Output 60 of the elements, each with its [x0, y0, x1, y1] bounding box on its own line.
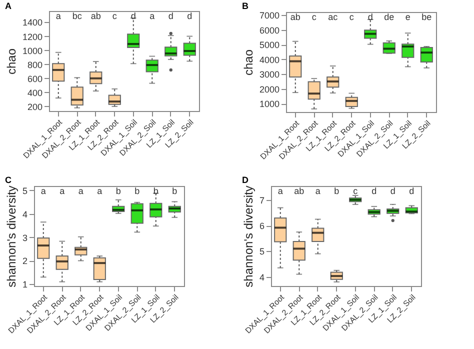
annotation: a: [56, 11, 61, 21]
annotation: d: [168, 11, 174, 21]
annotation: e: [405, 12, 410, 22]
y-tick-label: 5000: [259, 40, 280, 50]
annotation: bc: [72, 11, 82, 21]
annotation: a: [278, 186, 283, 196]
y-tick-label: 800: [27, 60, 42, 70]
y-tick-label: 1000: [259, 99, 280, 110]
y-tick-label: 5: [259, 246, 264, 257]
y-axis-title: chao: [241, 49, 256, 76]
annotation: ab: [90, 11, 101, 21]
y-tick-label: 2: [22, 256, 28, 266]
chart-title: D: [242, 175, 249, 186]
annotation: c: [353, 186, 358, 196]
y-tick-label: 1200: [22, 32, 42, 42]
annotation: b: [116, 186, 121, 196]
annotation: c: [349, 12, 354, 22]
annotation: a: [78, 186, 84, 196]
y-axis-title: shannon's diversity: [241, 186, 256, 288]
y-tick-label: 6: [259, 221, 264, 232]
y-tick-label: 7000: [259, 10, 280, 21]
annotation: d: [187, 11, 192, 21]
y-tick-label: 200: [27, 102, 42, 112]
annotation: d: [409, 186, 414, 196]
y-tick-label: 4: [259, 272, 264, 282]
annotation: b: [172, 186, 178, 196]
y-tick-label: 400: [27, 88, 42, 98]
annotation: de: [384, 12, 394, 22]
y-tick-label: 5: [22, 186, 28, 196]
annotation: ab: [294, 186, 304, 196]
y-axis-title: shannon's diversity: [4, 186, 18, 288]
annotation: a: [97, 186, 102, 196]
y-tick-label: 4000: [259, 54, 280, 65]
y-tick-label: 2000: [259, 84, 280, 94]
annotation: c: [112, 11, 118, 21]
y-tick-label: 1000: [22, 46, 42, 56]
y-tick-label: 1: [22, 280, 28, 290]
annotation: b: [334, 186, 340, 196]
annotation: a: [60, 186, 65, 196]
annotation: ab: [290, 12, 300, 22]
y-tick-label: 3000: [259, 70, 280, 80]
chart-title: B: [242, 1, 249, 12]
y-tick-label: 3: [22, 232, 28, 243]
annotation: a: [315, 186, 320, 196]
y-tick-label: 1400: [22, 18, 42, 28]
y-tick-label: 6000: [259, 25, 280, 36]
annotation: b: [134, 186, 140, 196]
chart-title: C: [4, 175, 12, 186]
annotation: ac: [328, 12, 338, 22]
annotation: a: [150, 11, 155, 21]
y-axis-title: chao: [4, 48, 18, 75]
chart-title: A: [4, 1, 12, 11]
annotation: a: [40, 186, 46, 196]
annotation: d: [372, 186, 377, 196]
y-tick-label: 4: [22, 209, 28, 220]
annotation: be: [422, 12, 432, 22]
y-tick-label: 7: [259, 196, 264, 206]
annotation: c: [312, 12, 317, 22]
y-tick-label: 600: [27, 74, 42, 84]
annotation: d: [390, 186, 396, 196]
